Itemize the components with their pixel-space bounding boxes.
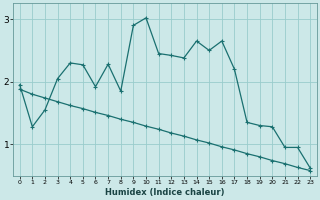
X-axis label: Humidex (Indice chaleur): Humidex (Indice chaleur) [105,188,225,197]
